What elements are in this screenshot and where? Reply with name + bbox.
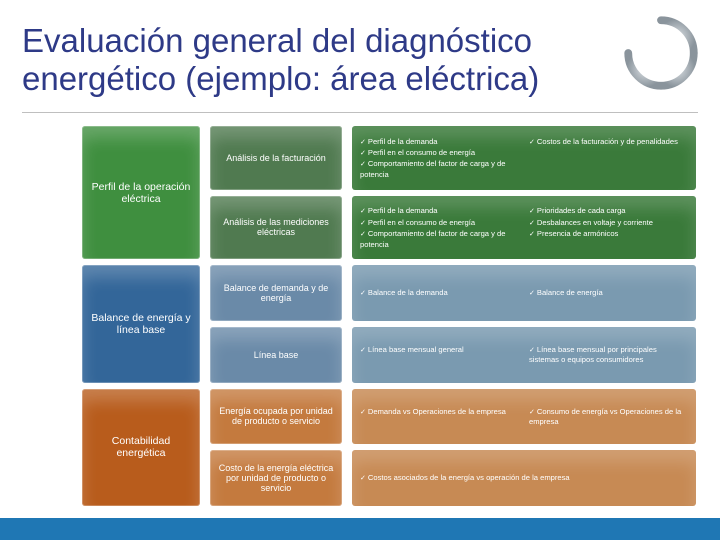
category-box: Balance de energía y línea base — [82, 265, 200, 382]
diagram-grid: Perfil de la operación eléctricaAnálisis… — [82, 126, 696, 506]
subcategory-box: Costo de la energía eléctrica por unidad… — [210, 450, 342, 506]
horizontal-rule — [22, 112, 698, 113]
detail-box: Demanda vs Operaciones de la empresaCons… — [352, 389, 696, 445]
detail-box: Balance de la demandaBalance de energía — [352, 265, 696, 321]
detail-box: Costos asociados de la energía vs operac… — [352, 450, 696, 506]
subcategory-box: Línea base — [210, 327, 342, 383]
subcategory-box: Análisis de las mediciones eléctricas — [210, 196, 342, 260]
detail-box: Perfil de la demandaPerfil en el consumo… — [352, 126, 696, 190]
detail-box: Línea base mensual generalLínea base men… — [352, 327, 696, 383]
slide-title: Evaluación general del diagnóstico energ… — [22, 22, 600, 98]
subcategory-box: Balance de demanda y de energía — [210, 265, 342, 321]
subcategory-box: Análisis de la facturación — [210, 126, 342, 190]
category-box: Perfil de la operación eléctrica — [82, 126, 200, 259]
category-box: Contabilidad energética — [82, 389, 200, 506]
subcategory-box: Energía ocupada por unidad de producto o… — [210, 389, 342, 445]
detail-box: Perfil de la demandaPerfil en el consumo… — [352, 196, 696, 260]
logo-swirl-icon — [622, 14, 700, 92]
footer-bar — [0, 518, 720, 540]
